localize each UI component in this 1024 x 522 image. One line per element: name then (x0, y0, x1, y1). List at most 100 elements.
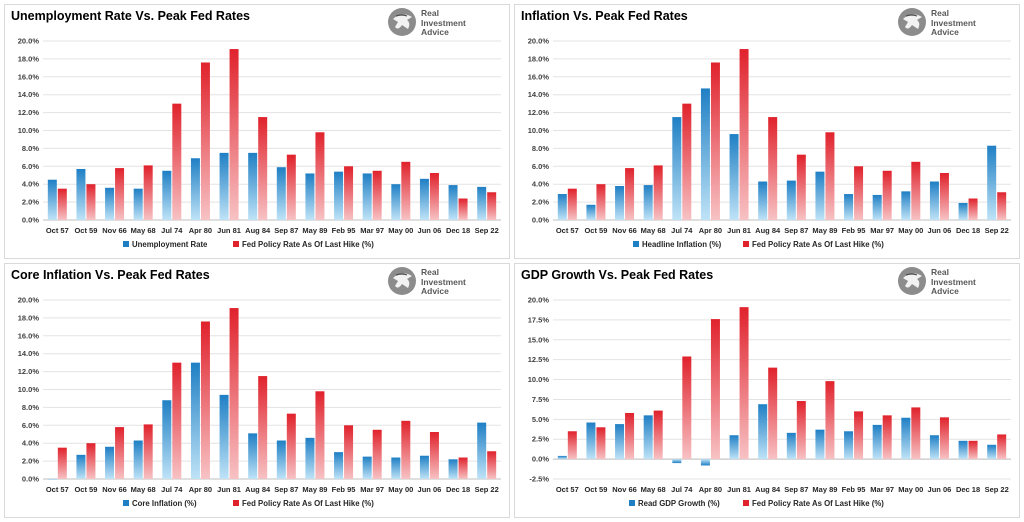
legend-swatch (743, 500, 749, 506)
bar-fed-rate (143, 424, 153, 479)
bar-primary (305, 437, 315, 479)
bar-fed-rate (596, 427, 606, 460)
bar-fed-rate (487, 192, 497, 220)
bar-primary (133, 188, 143, 220)
x-tick-label: Oct 57 (46, 226, 69, 235)
bar-fed-rate (258, 376, 268, 479)
bar-primary (958, 202, 968, 220)
x-tick-label: May 00 (898, 226, 923, 235)
x-tick-label: Oct 59 (584, 485, 607, 494)
bar-fed-rate (200, 62, 210, 221)
bar-primary (419, 455, 429, 479)
x-tick-label: May 89 (302, 485, 327, 494)
bar-primary (672, 459, 682, 464)
bar-primary (105, 446, 115, 479)
bar-primary (419, 178, 429, 220)
bar-primary (786, 432, 796, 460)
legend-swatch (633, 241, 639, 247)
legend-label: Read GDP Growth (%) (638, 499, 720, 508)
bar-fed-rate (825, 132, 835, 220)
bar-fed-rate (115, 168, 125, 220)
y-tick-label: 0.0% (532, 216, 549, 225)
bar-fed-rate (458, 198, 468, 220)
bar-primary (786, 180, 796, 220)
x-tick-label: Jun 81 (727, 226, 751, 235)
x-tick-label: Nov 66 (612, 485, 637, 494)
y-tick-label: 20.0% (18, 296, 40, 305)
bar-fed-rate (625, 412, 635, 460)
bar-primary (758, 404, 768, 460)
bar-primary (362, 456, 372, 479)
legend-label: Fed Policy Rate As Of Last Hike (%) (242, 240, 374, 249)
y-tick-label: 0.0% (22, 475, 39, 484)
y-tick-label: 7.5% (532, 395, 549, 404)
x-tick-label: Nov 66 (102, 226, 127, 235)
x-tick-label: May 68 (641, 226, 666, 235)
bar-fed-rate (625, 168, 635, 220)
y-tick-label: 6.0% (532, 162, 549, 171)
y-tick-label: 20.0% (18, 37, 40, 46)
chart-panel-unemployment: Unemployment Rate Vs. Peak Fed Rates Rea… (4, 4, 510, 259)
y-tick-label: 18.0% (18, 54, 40, 63)
x-tick-label: Jul 74 (161, 485, 183, 494)
legend-label: Headline Inflation (%) (642, 240, 722, 249)
x-tick-label: Sep 87 (274, 226, 298, 235)
eagle-icon (898, 8, 926, 36)
x-tick-label: Dec 18 (956, 226, 980, 235)
y-tick-label: 16.0% (18, 72, 40, 81)
y-tick-label: 8.0% (22, 144, 39, 153)
bar-primary (162, 170, 172, 220)
bar-primary (672, 117, 682, 220)
legend: Unemployment Rate Fed Policy Rate As Of L… (123, 240, 374, 249)
bar-fed-rate (768, 367, 778, 460)
eagle-icon (388, 8, 416, 36)
y-tick-label: 0.0% (22, 216, 39, 225)
logo-text: Real Investment Advice (931, 8, 976, 37)
bar-primary (248, 433, 258, 479)
bar-fed-rate (172, 362, 182, 479)
bar-primary (729, 134, 739, 220)
bar-fed-rate (401, 420, 411, 479)
legend: Headline Inflation (%) Fed Policy Rate As… (633, 240, 884, 249)
legend-swatch (233, 241, 239, 247)
bar-fed-rate (739, 307, 749, 460)
chart-panel-gdp-growth: GDP Growth Vs. Peak Fed Rates Real Inves… (514, 263, 1020, 518)
y-tick-label: 18.0% (18, 313, 40, 322)
y-tick-label: 12.0% (528, 108, 550, 117)
bar-primary (643, 185, 653, 220)
bar-fed-rate (429, 173, 439, 220)
bar-fed-rate (115, 427, 125, 479)
bar-primary (448, 185, 458, 220)
bar-primary (305, 173, 315, 220)
bar-fed-rate (286, 413, 296, 479)
bar-fed-rate (172, 103, 182, 220)
chart-title: Inflation Vs. Peak Fed Rates (521, 9, 688, 23)
bar-fed-rate (86, 443, 96, 479)
x-tick-label: May 00 (898, 485, 923, 494)
legend-swatch (233, 500, 239, 506)
y-tick-label: 0.0% (532, 455, 549, 464)
y-tick-label: 17.5% (528, 315, 550, 324)
bar-fed-rate (796, 401, 806, 460)
bar-fed-rate (682, 103, 692, 220)
x-tick-label: Apr 80 (189, 485, 212, 494)
bar-primary (105, 187, 115, 220)
bar-fed-rate (968, 198, 978, 220)
x-tick-label: Apr 80 (699, 226, 722, 235)
x-tick-label: Nov 66 (612, 226, 637, 235)
logo: Real Investment Advice (897, 7, 1007, 41)
bar-primary (133, 440, 143, 479)
bar-primary (334, 171, 344, 220)
bar-primary (929, 181, 939, 220)
y-tick-label: 4.0% (532, 180, 549, 189)
logo-text: Real Investment Advice (931, 267, 976, 296)
bar-primary (276, 440, 286, 479)
bar-fed-rate (682, 356, 692, 460)
y-tick-label: 12.0% (18, 367, 40, 376)
bar-fed-rate (997, 434, 1007, 460)
x-tick-label: Jul 74 (161, 226, 183, 235)
bar-chart: 0.0% 2.0% 4.0% 6.0% 8.0% 10.0% 12.0% 14.0% 16.0%… (18, 296, 501, 508)
y-tick-label: 2.5% (532, 435, 549, 444)
bar-primary (391, 457, 401, 479)
bar-primary (76, 168, 86, 220)
